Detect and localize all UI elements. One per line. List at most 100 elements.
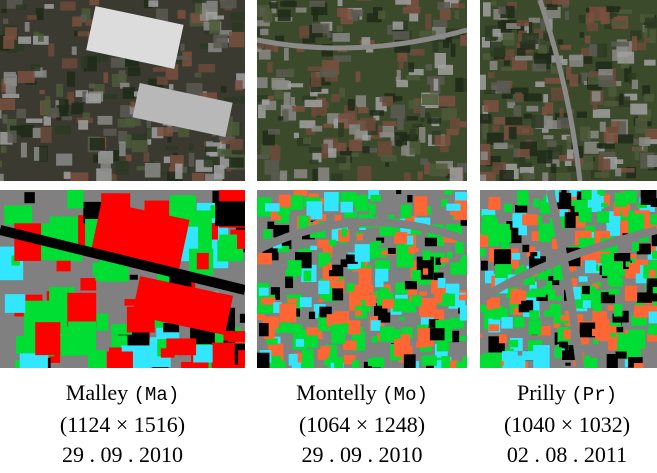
map-segment [456,335,467,342]
road [537,0,583,181]
map-segment [488,324,499,332]
photo-texture [382,125,395,137]
photo-texture [569,54,584,67]
photo-texture [557,117,572,129]
photo-texture [213,165,225,180]
map-segment [637,202,647,209]
map-segment [536,294,548,302]
photo-texture [0,105,2,119]
map-segment [429,328,445,341]
map-segment [613,252,631,262]
photo-texture [507,1,517,9]
map-segment [263,330,275,340]
map-segment [650,214,657,228]
map-segment [129,274,138,280]
photo-texture [352,11,358,22]
photo-texture [524,22,529,34]
photo-texture [268,128,281,135]
photo-texture [287,83,304,88]
photo-texture [302,35,316,47]
photo-texture [331,94,340,103]
photo-texture [588,72,605,85]
photo-texture [419,30,436,40]
map-segment [591,294,603,305]
map-segment [331,324,346,344]
photo-texture [41,100,51,116]
map-segment [371,357,385,368]
map-segment [276,207,291,216]
photo-texture [277,9,291,21]
map-segment [533,198,540,208]
photo-texture [533,52,552,64]
photo-texture [603,100,619,107]
photo-texture [177,9,186,19]
map-segment [488,202,501,210]
photo-texture [292,105,305,112]
map-segment [548,275,560,286]
photo-texture [282,109,289,122]
map-segment [279,303,287,314]
photo-texture [327,32,332,38]
photo-texture [7,130,17,143]
photo-texture [17,71,35,84]
map-segment [411,269,421,282]
map-segment [574,199,588,213]
photo-texture [283,47,289,61]
map-segment [124,299,136,306]
photo-texture [261,99,270,105]
map-segment [404,281,417,290]
map-segment [501,351,511,362]
map-segment [501,317,513,329]
photo-texture [642,85,651,96]
map-segment [602,255,616,276]
photo-texture [268,2,278,9]
photo-texture [327,113,340,125]
photo-texture [209,19,221,34]
map-segment [80,278,97,291]
photo-texture [299,120,316,129]
map-building [131,276,234,335]
map-segment [543,310,553,317]
site-code: (Mo) [382,384,428,406]
map-segment [461,255,467,271]
photo-texture [613,81,622,87]
map-segment [109,347,122,363]
map-segment [92,262,112,276]
photo-texture [58,99,69,112]
photo-texture [382,121,397,126]
photo-texture [267,95,274,100]
map-segment [455,241,464,254]
photo-texture [611,121,620,131]
photo-texture [620,168,635,173]
map-segment [343,355,356,365]
photo-texture [580,47,593,57]
photo-texture [349,139,363,152]
map-segment [549,232,555,237]
photo-texture [273,41,279,53]
photo-texture [395,76,401,82]
photo-texture [103,72,109,84]
caption-title: Montelly (Mo) [257,378,467,410]
photo-texture [299,25,310,39]
photo-texture [362,146,370,154]
photo-texture [204,146,218,152]
map-segment [358,268,372,288]
photo-texture [628,42,647,51]
map-segment [288,353,298,366]
photo-texture [546,0,558,11]
image-size: (1124 × 1516) [59,412,186,437]
map-segment [608,288,620,295]
map-segment [35,322,61,356]
map-segment [147,318,165,328]
photo-texture [484,25,497,42]
map-segment [428,319,439,331]
photo-texture [260,28,269,36]
photo-texture [460,34,467,46]
map-segment [652,251,657,259]
map-segment [326,314,342,327]
photo-texture [366,46,374,53]
map-segment [440,199,448,207]
photo-texture [182,166,188,173]
photo-texture [144,162,161,178]
photo-texture [540,18,546,31]
